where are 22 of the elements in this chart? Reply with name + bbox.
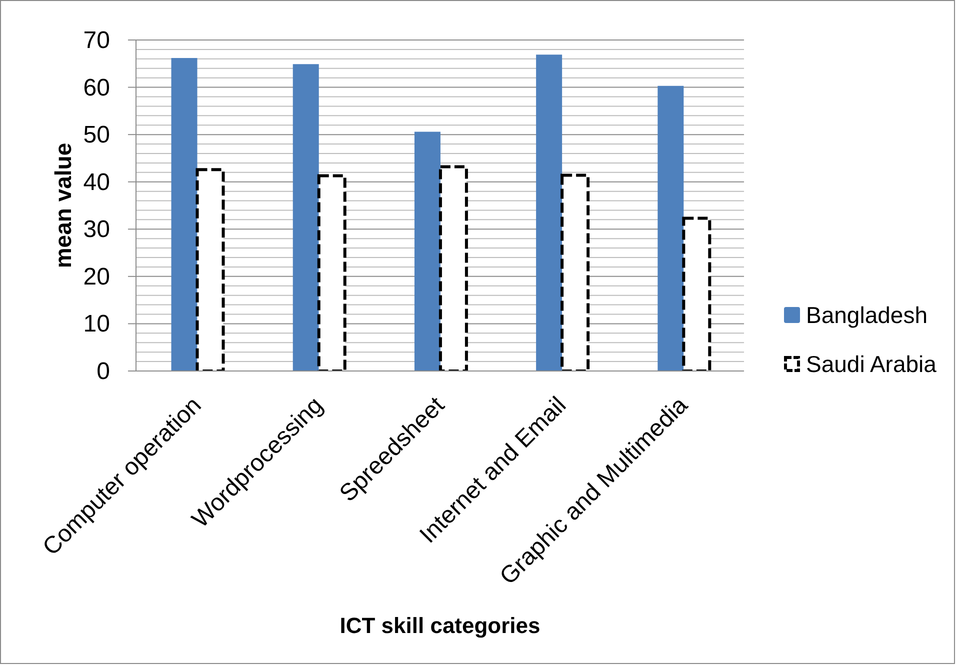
legend-label: Saudi Arabia (806, 350, 936, 378)
y-tick-label: 40 (83, 168, 110, 196)
legend-label: Bangladesh (806, 302, 928, 328)
y-axis-title: mean value (50, 142, 76, 268)
bar (196, 168, 225, 371)
y-tick-label: 20 (83, 262, 110, 290)
y-tick-label: 70 (83, 26, 110, 54)
y-tick-label: 30 (83, 216, 110, 243)
y-tick-label: 60 (83, 74, 110, 101)
bar (414, 132, 440, 371)
bar (658, 86, 684, 371)
bar (536, 54, 562, 371)
x-axis-title: ICT skill categories (340, 612, 540, 638)
bar (438, 165, 468, 371)
bar (171, 58, 198, 371)
bar (682, 216, 712, 371)
bar (560, 174, 590, 371)
y-tick-label: 0 (96, 358, 110, 384)
bar (292, 64, 319, 371)
y-tick-label: 50 (83, 121, 110, 148)
bar (317, 174, 346, 371)
y-tick-label: 10 (83, 310, 110, 338)
